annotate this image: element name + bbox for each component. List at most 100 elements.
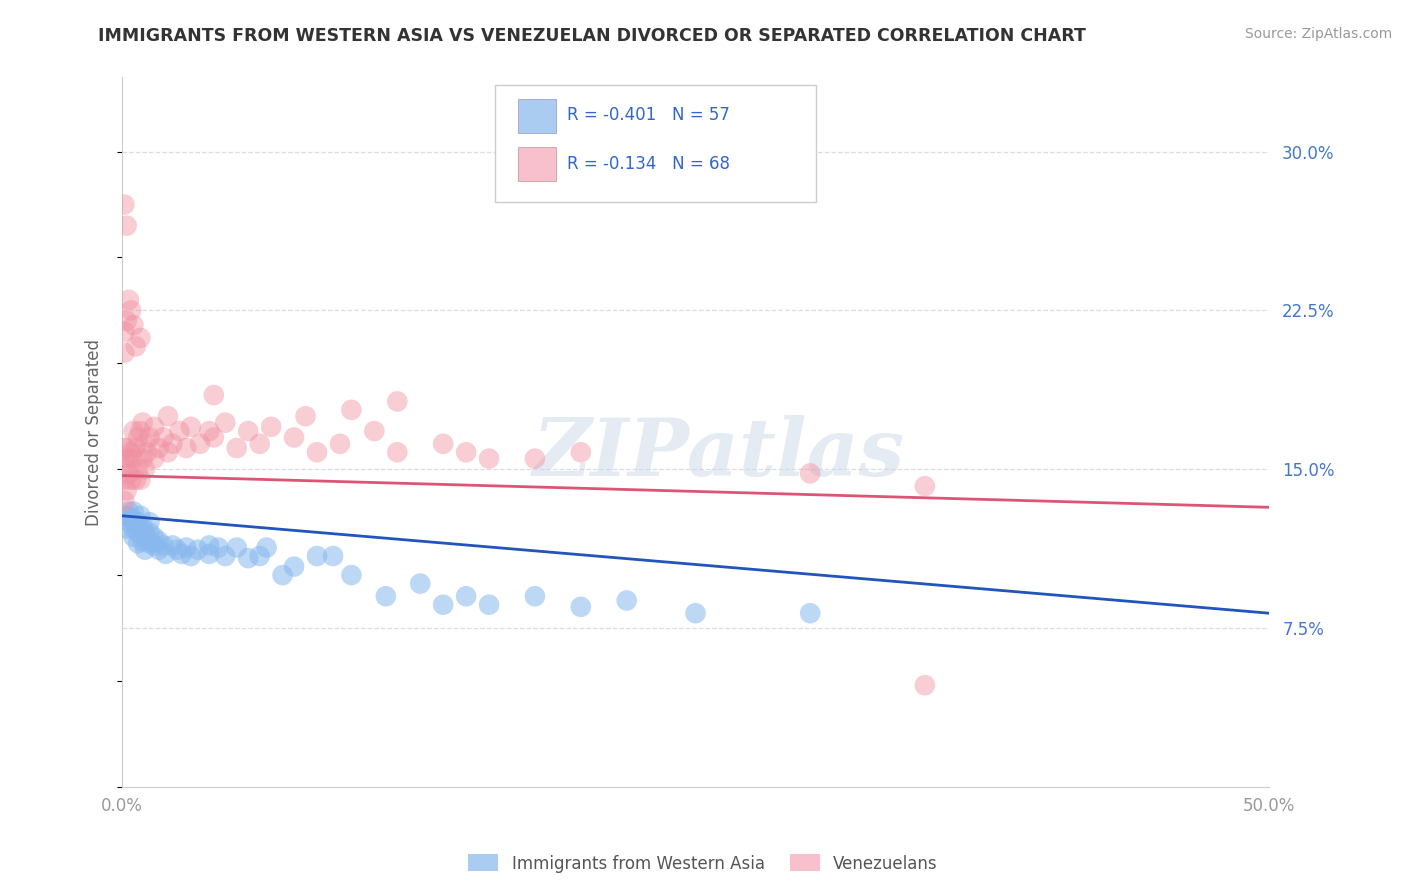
Point <box>202 430 225 444</box>
Point <box>162 538 184 552</box>
Point <box>122 318 145 333</box>
Point <box>340 568 363 582</box>
Point <box>478 451 501 466</box>
Point <box>249 437 271 451</box>
Point <box>155 547 177 561</box>
Text: R = -0.134   N = 68: R = -0.134 N = 68 <box>567 154 730 173</box>
Point <box>143 451 166 466</box>
Point <box>138 430 160 444</box>
Point <box>180 549 202 563</box>
Point <box>138 525 160 540</box>
Point <box>134 542 156 557</box>
Point <box>118 504 141 518</box>
Point <box>115 508 138 523</box>
Text: Source: ZipAtlas.com: Source: ZipAtlas.com <box>1244 27 1392 41</box>
Point <box>127 515 149 529</box>
Point <box>115 314 138 328</box>
Point <box>207 541 229 555</box>
Point <box>409 576 432 591</box>
Point <box>225 441 247 455</box>
Point <box>799 606 821 620</box>
Text: R = -0.401   N = 57: R = -0.401 N = 57 <box>567 106 730 124</box>
Point <box>174 541 197 555</box>
Point <box>115 441 138 455</box>
Point <box>616 593 638 607</box>
Point <box>198 547 221 561</box>
Point <box>478 598 501 612</box>
Point <box>148 534 170 549</box>
Point <box>294 409 316 424</box>
Point <box>249 549 271 563</box>
Point <box>127 536 149 550</box>
Point <box>283 430 305 444</box>
Point <box>238 424 260 438</box>
Point <box>127 430 149 444</box>
Point <box>148 441 170 455</box>
Point <box>118 467 141 481</box>
Point <box>129 473 152 487</box>
Point <box>166 542 188 557</box>
Point <box>127 462 149 476</box>
Point <box>118 293 141 307</box>
Point <box>127 525 149 540</box>
Point <box>131 534 153 549</box>
Point <box>387 445 409 459</box>
Point <box>685 606 707 620</box>
Point <box>260 420 283 434</box>
Point <box>523 589 546 603</box>
Point <box>115 219 138 233</box>
Point <box>143 530 166 544</box>
Point <box>271 568 294 582</box>
Point <box>187 542 209 557</box>
Point <box>456 589 478 603</box>
Point <box>131 525 153 540</box>
Point <box>322 549 344 563</box>
Point <box>162 437 184 451</box>
Point <box>225 541 247 555</box>
Point <box>131 451 153 466</box>
Point <box>115 521 138 535</box>
Point <box>125 441 148 455</box>
Point <box>152 430 174 444</box>
Point <box>112 494 135 508</box>
Point <box>432 598 454 612</box>
Point <box>120 445 142 459</box>
Point <box>202 388 225 402</box>
Point <box>914 678 936 692</box>
Point <box>374 589 396 603</box>
Point <box>122 504 145 518</box>
Point <box>134 525 156 540</box>
Point <box>129 508 152 523</box>
Point <box>125 517 148 532</box>
Point <box>112 473 135 487</box>
Point <box>143 420 166 434</box>
Point <box>148 542 170 557</box>
Point <box>152 538 174 552</box>
Point <box>283 559 305 574</box>
Y-axis label: Divorced or Separated: Divorced or Separated <box>86 339 103 525</box>
Point <box>120 511 142 525</box>
Point <box>569 599 592 614</box>
Point <box>115 483 138 498</box>
Point <box>305 549 328 563</box>
Point <box>198 424 221 438</box>
Legend: Immigrants from Western Asia, Venezuelans: Immigrants from Western Asia, Venezuelan… <box>461 847 945 880</box>
Point <box>156 445 179 459</box>
Point <box>125 339 148 353</box>
Point <box>115 462 138 476</box>
Point <box>122 530 145 544</box>
Point <box>170 547 193 561</box>
Point <box>136 445 159 459</box>
Point <box>122 521 145 535</box>
Point <box>120 473 142 487</box>
Point <box>188 437 211 451</box>
Point <box>112 451 135 466</box>
Point <box>131 519 153 533</box>
Point <box>198 538 221 552</box>
Point <box>125 473 148 487</box>
FancyBboxPatch shape <box>495 85 815 202</box>
Point <box>256 541 278 555</box>
Point <box>112 325 135 339</box>
Point <box>305 445 328 459</box>
Point <box>432 437 454 451</box>
